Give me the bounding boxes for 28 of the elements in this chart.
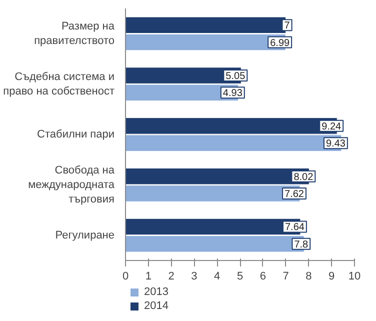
data-label: 7.8 — [294, 239, 309, 250]
x-tick-label: 3 — [191, 270, 198, 282]
y-tick-label: Свобода на международната търговия — [28, 164, 116, 206]
data-label: 7.64 — [284, 222, 305, 234]
legend-label: 2013 — [144, 286, 168, 298]
x-tick-label: 5 — [236, 270, 244, 282]
data-label: 6.99 — [270, 38, 290, 49]
data-label: 8.02 — [294, 172, 314, 183]
x-tick-label: 7 — [282, 270, 289, 282]
y-tick-label: Размер на правителството — [34, 20, 116, 47]
y-tick-label: Съдебна система и право на собственост — [3, 70, 115, 98]
x-tick-label: 8 — [306, 270, 312, 282]
x-tick-label: 10 — [348, 270, 361, 282]
x-tick-label: 4 — [214, 270, 220, 282]
y-tick-label: Стабилни пари — [37, 128, 114, 140]
legend-label: 2014 — [144, 300, 168, 312]
data-label: 9.43 — [326, 138, 346, 150]
data-label: 5.05 — [226, 71, 246, 82]
data-label: 4.93 — [222, 88, 243, 100]
data-label: 7.62 — [284, 188, 304, 200]
x-tick-label: 9 — [328, 270, 335, 282]
x-tick-label: 6 — [260, 270, 266, 282]
x-tick-label: 0 — [122, 270, 129, 282]
data-label: 9.24 — [322, 121, 342, 132]
data-label: 7 — [284, 20, 290, 32]
x-tick-label: 2 — [168, 270, 174, 282]
x-tick-label: 1 — [145, 270, 152, 282]
y-tick-label: Регулиране — [55, 229, 114, 242]
